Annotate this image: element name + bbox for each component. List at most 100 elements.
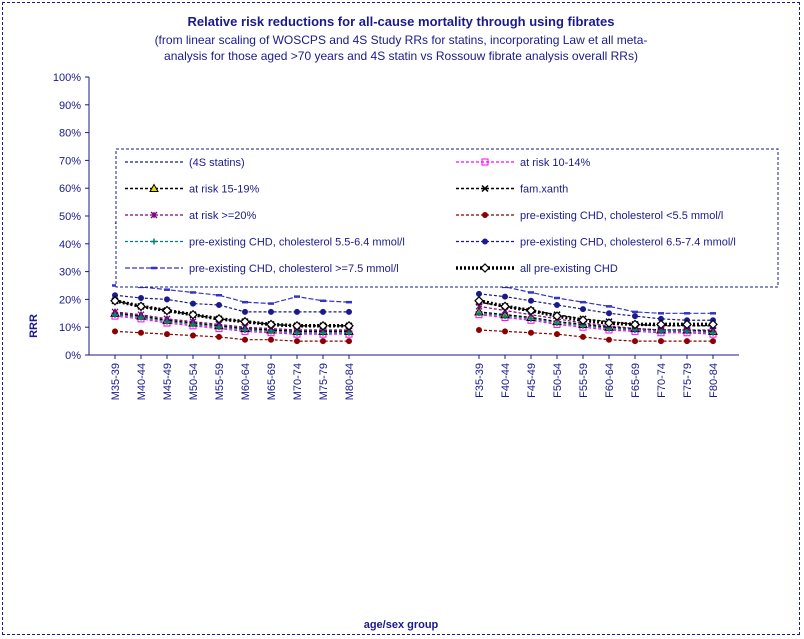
data-point bbox=[150, 211, 158, 219]
data-point bbox=[476, 326, 482, 333]
data-point bbox=[266, 319, 276, 330]
data-point bbox=[164, 296, 170, 303]
legend-label: at risk 10-14% bbox=[520, 157, 591, 169]
data-point bbox=[526, 305, 536, 316]
series-line bbox=[478, 312, 714, 334]
data-point bbox=[138, 329, 144, 336]
x-tick-label: F45-49 bbox=[526, 363, 538, 398]
series-line bbox=[478, 299, 713, 327]
data-point bbox=[710, 338, 716, 345]
legend-label: at risk 15-19% bbox=[189, 184, 260, 196]
data-point bbox=[682, 319, 692, 330]
series bbox=[110, 306, 718, 335]
data-point bbox=[481, 158, 489, 166]
data-point bbox=[294, 338, 300, 345]
x-tick-label: M75-79 bbox=[318, 363, 330, 400]
legend-label: all pre-existing CHD bbox=[520, 263, 618, 275]
data-point bbox=[268, 336, 274, 343]
data-point bbox=[554, 320, 560, 327]
data-point bbox=[480, 263, 490, 273]
data-point bbox=[481, 184, 489, 193]
data-point bbox=[684, 338, 690, 345]
data-point bbox=[604, 318, 614, 328]
legend-label: pre-existing CHD, cholesterol 6.5-7.4 mm… bbox=[520, 237, 736, 249]
data-point bbox=[502, 328, 508, 335]
data-point bbox=[606, 310, 612, 317]
legend-item: fam.xanth bbox=[456, 184, 568, 196]
data-point bbox=[242, 336, 248, 343]
data-point bbox=[164, 318, 170, 325]
data-point bbox=[500, 301, 510, 312]
y-tick-label: 20% bbox=[59, 294, 81, 306]
data-point bbox=[528, 329, 534, 336]
y-tick-label: 70% bbox=[59, 155, 81, 167]
data-point bbox=[710, 329, 716, 336]
data-point bbox=[149, 183, 159, 192]
data-point bbox=[578, 315, 588, 326]
data-point bbox=[658, 328, 664, 335]
data-point bbox=[552, 311, 562, 321]
series-line bbox=[114, 284, 350, 305]
data-point bbox=[292, 320, 302, 331]
y-tick-label: 10% bbox=[59, 322, 81, 334]
data-point bbox=[190, 300, 196, 307]
data-point bbox=[164, 331, 170, 338]
data-point bbox=[268, 308, 274, 315]
data-point bbox=[346, 329, 352, 336]
series-layer bbox=[110, 222, 718, 345]
x-tick-label: M45-49 bbox=[162, 363, 174, 400]
x-tick-label: F65-69 bbox=[630, 363, 642, 398]
legend-item: pre-existing CHD, cholesterol <5.5 mmol/… bbox=[456, 210, 723, 222]
legend: (4S statins) at risk 10-14% at risk 15-19%… bbox=[115, 148, 779, 288]
x-tick-label: M40-44 bbox=[136, 363, 148, 400]
data-point bbox=[476, 290, 482, 297]
legend-label: pre-existing CHD, cholesterol >=7.5 mmol… bbox=[189, 263, 399, 275]
legend-label: at risk >=20% bbox=[189, 210, 256, 222]
series bbox=[110, 295, 718, 331]
series-line bbox=[114, 311, 349, 331]
y-axis-title: RRR bbox=[28, 314, 40, 338]
series-line bbox=[114, 299, 349, 328]
y-tick-label: 50% bbox=[59, 211, 81, 223]
legend-item: pre-existing CHD, cholesterol 6.5-7.4 mm… bbox=[456, 237, 736, 249]
data-point bbox=[580, 306, 586, 313]
chart-subtitle-line2: analysis for those aged >70 years and 4S… bbox=[164, 49, 638, 63]
data-point bbox=[242, 326, 248, 333]
x-tick-label: F50-54 bbox=[552, 363, 564, 398]
legend-item: at risk >=20% bbox=[125, 210, 256, 222]
series-line bbox=[114, 300, 349, 327]
data-point bbox=[216, 324, 222, 331]
x-tick-label: F60-64 bbox=[604, 363, 616, 398]
legend-label: fam.xanth bbox=[520, 184, 568, 196]
x-tick-label: F80-84 bbox=[708, 363, 720, 398]
data-point bbox=[630, 319, 640, 330]
data-point bbox=[708, 319, 718, 330]
y-tick-label: 40% bbox=[59, 239, 81, 251]
series-line bbox=[478, 305, 713, 331]
y-tick-label: 80% bbox=[59, 128, 81, 140]
data-point bbox=[188, 309, 198, 320]
legend-item: pre-existing CHD, cholesterol 5.5-6.4 mm… bbox=[125, 237, 405, 249]
chart-subtitle-line1: (from linear scaling of WOSCPS and 4S St… bbox=[155, 33, 648, 47]
legend-item: at risk 15-19% bbox=[125, 183, 260, 196]
data-point bbox=[344, 320, 354, 331]
x-tick-label: F55-59 bbox=[578, 363, 590, 398]
data-point bbox=[528, 315, 534, 322]
chart-svg: Relative risk reductions for all-cause m… bbox=[28, 14, 779, 631]
data-point bbox=[190, 332, 196, 339]
legend-label: (4S statins) bbox=[189, 157, 245, 169]
data-point bbox=[162, 305, 172, 316]
y-tick-label: 100% bbox=[53, 72, 81, 84]
x-tick-label: F35-39 bbox=[474, 363, 486, 398]
x-tick-label: M60-64 bbox=[240, 363, 252, 400]
data-point bbox=[346, 338, 352, 345]
data-point bbox=[216, 333, 222, 340]
series-line bbox=[478, 293, 713, 321]
series-line bbox=[114, 294, 349, 313]
data-point bbox=[318, 320, 328, 331]
x-tick-label: M80-84 bbox=[344, 363, 356, 400]
x-tick-label: M65-69 bbox=[266, 363, 278, 400]
series-line bbox=[114, 312, 349, 333]
legend-item: (4S statins) bbox=[125, 157, 245, 169]
